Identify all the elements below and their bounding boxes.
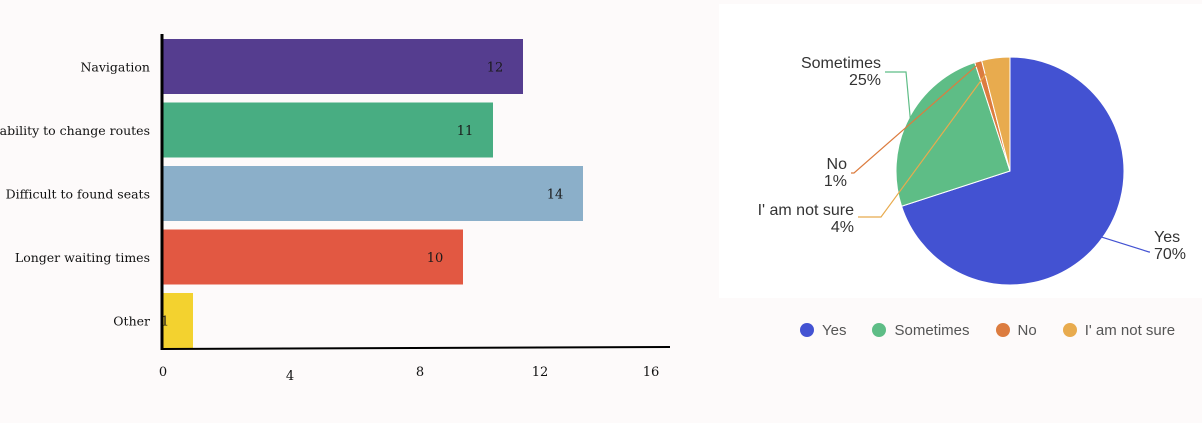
pie-legend: Yes Sometimes No I' am not sure [800,318,1201,342]
x-tick-label: 4 [286,369,294,384]
bar-0 [163,39,523,94]
legend-label: I' am not sure [1084,321,1176,339]
legend-item: No [995,321,1037,339]
legend-swatch [995,323,1010,337]
legend-swatch [800,323,814,337]
bar-value-label: 10 [427,251,444,266]
pie-leader-line [885,71,912,121]
legend-swatch [872,323,887,337]
legend-label: Sometimes [894,321,970,339]
pie-slice-0 [900,56,1125,286]
category-label: Inability to change routes [0,123,150,138]
pie-slice-percent: 1% [824,173,847,190]
pie-slice-label: I' am not sure [758,202,855,219]
pie-slice-1 [895,61,1011,207]
pie-slice-label: Yes [1154,229,1180,246]
pie-chart-panel: Yes 70% Sometimes 25% No 1% I' am not sure 4% [719,4,1202,298]
legend-swatch [1062,323,1077,337]
bar-value-label: 14 [547,188,564,203]
pie-slice-3 [981,56,1011,172]
pie-slice-label: Sometimes [801,55,881,72]
legend-label: Yes [822,321,847,339]
legend-item: Sometimes [872,321,970,339]
x-tick-label: 8 [416,365,424,380]
category-label: Difficult to found seats [6,187,150,202]
bar-value-label: 1 [161,315,169,330]
legend-item: I' am not sure [1062,321,1176,339]
pie-leader-line [858,59,997,218]
category-label: Longer waiting times [15,250,150,265]
legend-label: No [1017,321,1037,339]
pie-slice-label: No [827,156,848,173]
pie-leader-line [851,63,980,174]
bar-2 [163,166,583,221]
category-label: Navigation [80,60,150,75]
bar-chart: 12 11 14 10 1 Navigation Inability to change … [0,34,671,384]
x-tick-label: 0 [159,365,167,380]
bar-value-label: 11 [457,124,474,139]
pie-slice-percent: 4% [831,219,854,236]
pie-slice-percent: 25% [849,72,881,89]
bar-3 [163,229,463,285]
pie-slice-percent: 70% [1154,246,1186,263]
pie-leader-line [1100,236,1150,253]
category-label: Other [113,314,150,329]
legend-item: Yes [800,322,846,339]
bar-4 [163,293,193,348]
bar-1 [163,102,493,158]
bar-value-label: 12 [487,61,504,76]
x-axis [160,346,671,350]
x-tick-label: 12 [532,365,549,380]
x-tick-label: 16 [643,365,660,380]
